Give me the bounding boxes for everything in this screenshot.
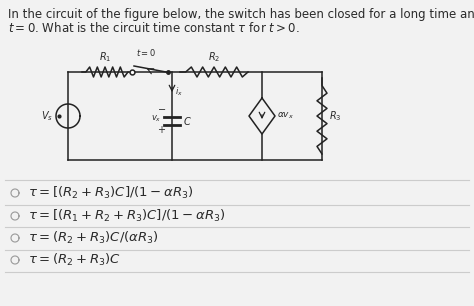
Text: $\tau = [(R_1 + R_2 + R_3)C]/(1 - \alpha R_3)$: $\tau = [(R_1 + R_2 + R_3)C]/(1 - \alpha…: [28, 208, 226, 224]
Text: $\tau = (R_2 + R_3)C$: $\tau = (R_2 + R_3)C$: [28, 252, 121, 268]
Text: In the circuit of the figure below, the switch has been closed for a long time a: In the circuit of the figure below, the …: [8, 8, 474, 21]
Text: $R_2$: $R_2$: [208, 50, 220, 64]
Text: $\tau = [(R_2 + R_3)C]/(1 - \alpha R_3)$: $\tau = [(R_2 + R_3)C]/(1 - \alpha R_3)$: [28, 185, 194, 201]
Text: $+$: $+$: [157, 124, 166, 135]
Text: $v_x$: $v_x$: [151, 114, 161, 124]
Text: $\alpha v_x$: $\alpha v_x$: [277, 111, 294, 121]
Text: $V_s$: $V_s$: [41, 109, 53, 123]
Text: $-$: $-$: [157, 103, 166, 113]
Text: $i_x$: $i_x$: [175, 86, 183, 98]
Text: $R_1$: $R_1$: [99, 50, 111, 64]
Text: $\tau = (R_2 + R_3)C/(\alpha R_3)$: $\tau = (R_2 + R_3)C/(\alpha R_3)$: [28, 230, 159, 246]
Text: $R_3$: $R_3$: [329, 109, 342, 123]
Text: $t = 0$. What is the circuit time constant $\tau$ for $t > 0$.: $t = 0$. What is the circuit time consta…: [8, 21, 300, 35]
Text: $t = 0$: $t = 0$: [136, 47, 156, 58]
Text: $C$: $C$: [183, 115, 192, 127]
